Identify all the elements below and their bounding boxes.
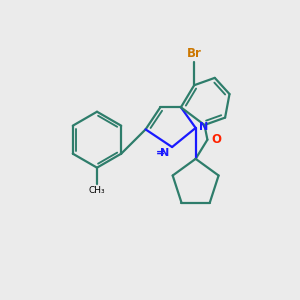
Text: N: N (199, 122, 208, 132)
Text: Br: Br (187, 47, 202, 60)
Text: N: N (160, 148, 170, 158)
Text: =: = (156, 148, 165, 158)
Text: O: O (211, 133, 221, 146)
Text: CH₃: CH₃ (89, 186, 105, 195)
